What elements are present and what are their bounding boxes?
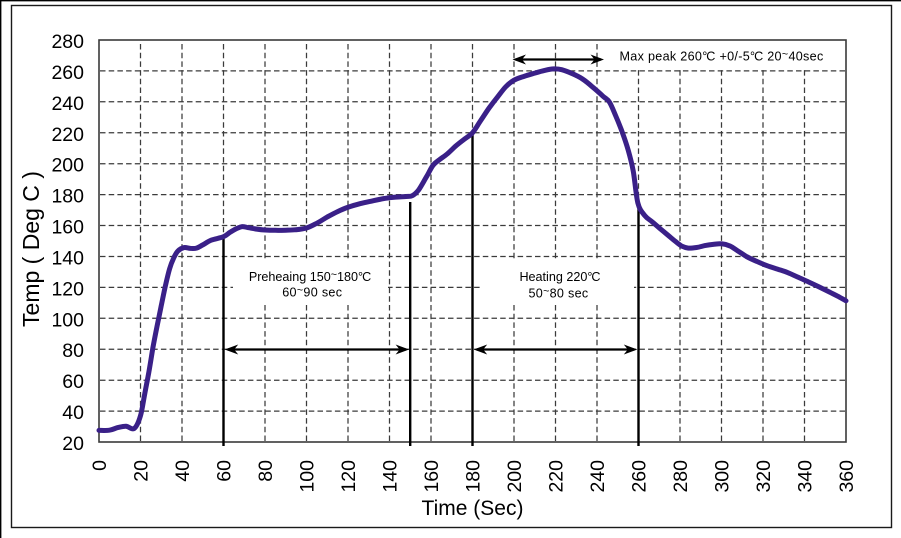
svg-text:120: 120	[51, 278, 84, 300]
svg-text:100: 100	[51, 309, 84, 331]
svg-text:220: 220	[51, 124, 84, 146]
svg-text:160: 160	[51, 217, 84, 239]
svg-text:260: 260	[628, 460, 650, 493]
svg-text:360: 360	[836, 460, 858, 493]
svg-text:200: 200	[504, 460, 526, 493]
svg-text:240: 240	[51, 93, 84, 115]
svg-text:40: 40	[172, 460, 194, 482]
svg-text:120: 120	[338, 460, 360, 493]
svg-text:60~90 sec: 60~90 sec	[282, 284, 342, 299]
svg-text:280: 280	[670, 460, 692, 493]
svg-text:260: 260	[51, 62, 84, 84]
svg-text:20: 20	[130, 460, 152, 482]
svg-text:50~80 sec: 50~80 sec	[528, 285, 588, 300]
svg-text:340: 340	[794, 460, 816, 493]
svg-text:280: 280	[51, 31, 84, 53]
svg-text:Heating 220°C: Heating 220°C	[519, 270, 600, 284]
svg-text:140: 140	[51, 248, 84, 270]
svg-text:180: 180	[462, 460, 484, 493]
svg-text:100: 100	[296, 460, 318, 493]
svg-text:80: 80	[62, 340, 84, 362]
svg-text:160: 160	[421, 460, 443, 493]
svg-text:0: 0	[89, 460, 111, 471]
svg-text:320: 320	[753, 460, 775, 493]
svg-text:Time (Sec): Time (Sec)	[422, 497, 524, 520]
svg-text:220: 220	[545, 460, 567, 493]
svg-text:200: 200	[51, 155, 84, 177]
svg-text:60: 60	[213, 460, 235, 482]
svg-text:20: 20	[62, 433, 84, 455]
svg-text:240: 240	[587, 460, 609, 493]
svg-text:80: 80	[255, 460, 277, 482]
svg-text:Max peak 260°C +0/-5°C 20~40s: Max peak 260°C +0/-5°C 20~40sec	[620, 48, 824, 63]
svg-text:140: 140	[379, 460, 401, 493]
svg-text:Preheaing 150~180°C: Preheaing 150~180°C	[249, 269, 371, 284]
svg-text:60: 60	[62, 371, 84, 393]
svg-text:300: 300	[711, 460, 733, 493]
svg-text:40: 40	[62, 402, 84, 424]
svg-text:Temp ( Deg C ): Temp ( Deg C )	[18, 171, 44, 327]
svg-text:180: 180	[51, 186, 84, 208]
